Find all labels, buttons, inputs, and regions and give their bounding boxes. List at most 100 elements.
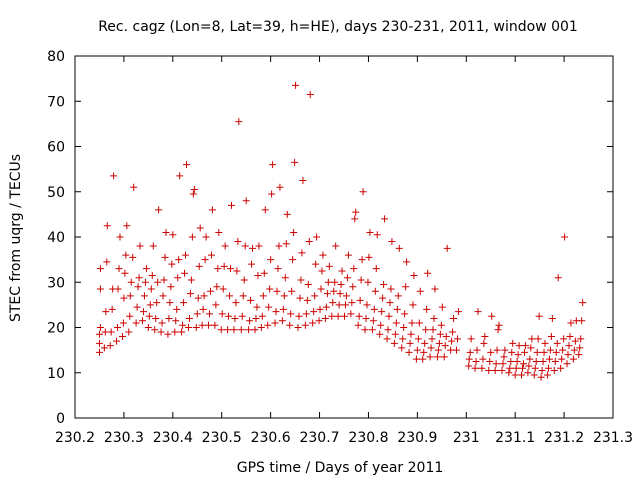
x-tick-label: 230.6 <box>251 430 291 446</box>
data-point <box>260 269 268 277</box>
data-point <box>337 281 345 289</box>
y-tick-label: 70 <box>47 94 65 110</box>
data-point <box>211 321 219 329</box>
data-point <box>355 312 363 320</box>
data-point <box>467 335 475 343</box>
data-point <box>492 360 500 368</box>
data-point <box>519 364 527 372</box>
data-point <box>544 364 552 372</box>
data-point <box>392 319 400 327</box>
data-point <box>172 317 180 325</box>
data-point <box>214 265 222 273</box>
data-point <box>361 326 369 334</box>
data-point <box>283 210 291 218</box>
data-point <box>103 258 111 266</box>
data-point <box>95 339 103 347</box>
data-point <box>564 351 572 359</box>
data-point <box>313 233 321 241</box>
x-tick-label: 231.3 <box>593 430 633 446</box>
data-point <box>576 344 584 352</box>
data-point <box>174 274 182 282</box>
data-point <box>224 326 232 334</box>
data-point <box>480 339 488 347</box>
data-point <box>571 337 579 345</box>
data-point <box>138 317 146 325</box>
data-point <box>157 328 165 336</box>
data-point <box>154 278 162 286</box>
data-point <box>136 242 144 250</box>
data-point <box>259 292 267 300</box>
data-point <box>332 242 340 250</box>
data-point <box>213 283 221 291</box>
data-point <box>385 312 393 320</box>
data-point <box>318 267 326 275</box>
data-point <box>358 256 366 264</box>
data-point <box>465 362 473 370</box>
y-tick-label: 30 <box>47 275 65 291</box>
data-point <box>393 305 401 313</box>
x-tick-label: 230.4 <box>153 430 193 446</box>
data-point <box>319 251 327 259</box>
data-point <box>219 285 227 293</box>
data-point <box>144 324 152 331</box>
data-point <box>155 206 163 214</box>
data-point <box>162 228 170 236</box>
data-point <box>412 355 420 363</box>
data-point <box>299 176 307 184</box>
data-point <box>316 305 324 313</box>
data-point <box>233 267 241 275</box>
data-point <box>528 335 536 343</box>
data-point <box>100 344 108 352</box>
data-point <box>291 158 299 166</box>
data-point <box>407 330 415 338</box>
data-point <box>247 296 255 304</box>
data-point <box>292 81 300 89</box>
data-point <box>258 312 266 320</box>
data-point <box>479 355 487 363</box>
data-point <box>145 312 153 320</box>
data-point <box>563 360 571 368</box>
x-tick-label: 231 <box>453 430 480 446</box>
data-point <box>541 339 549 347</box>
data-point <box>269 161 277 169</box>
data-point <box>387 285 395 293</box>
data-point <box>449 328 457 336</box>
data-point <box>280 292 288 300</box>
data-point <box>511 371 519 379</box>
data-point <box>509 339 517 347</box>
data-point <box>194 294 202 302</box>
data-point <box>359 188 367 196</box>
data-point <box>525 362 533 370</box>
data-point <box>226 292 234 300</box>
data-point <box>535 312 543 320</box>
data-point <box>321 314 329 322</box>
data-point <box>103 222 111 230</box>
data-point <box>495 321 503 329</box>
data-point <box>125 328 133 336</box>
data-point <box>441 342 449 350</box>
y-tick-label: 60 <box>47 140 65 156</box>
data-point <box>437 321 445 329</box>
data-point <box>165 314 173 322</box>
data-point <box>369 317 377 325</box>
data-point <box>507 357 515 365</box>
data-point <box>488 312 496 320</box>
data-point <box>485 366 493 374</box>
data-point <box>252 314 260 322</box>
data-point <box>251 326 259 334</box>
data-point <box>134 283 142 291</box>
data-point <box>552 348 560 356</box>
x-tick-label: 230.7 <box>299 430 339 446</box>
y-tick-label: 50 <box>47 185 65 201</box>
data-point <box>193 310 201 318</box>
data-point <box>431 285 439 293</box>
data-point <box>315 317 323 325</box>
data-point <box>338 267 346 275</box>
data-point <box>148 271 156 279</box>
data-point <box>426 353 434 361</box>
data-point <box>161 253 169 261</box>
data-point <box>486 357 494 365</box>
data-point <box>205 321 213 329</box>
data-point <box>187 276 195 284</box>
